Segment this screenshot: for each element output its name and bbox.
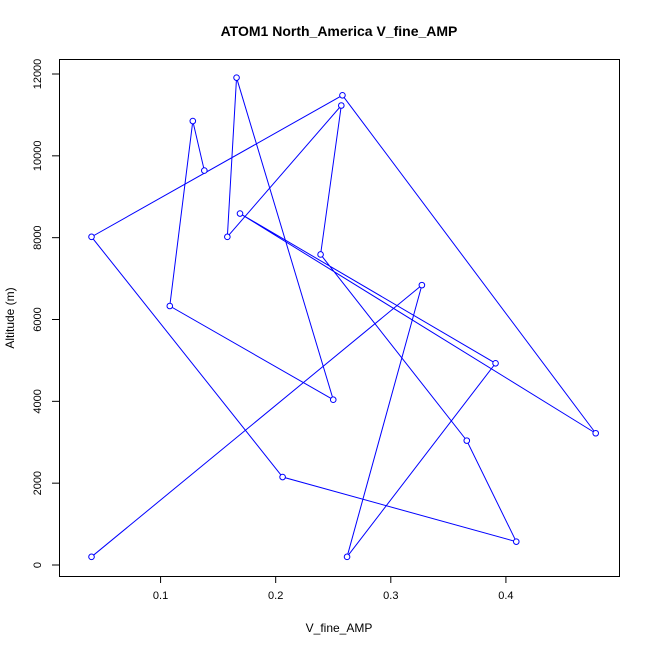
y-tick-label: 8000: [32, 225, 44, 249]
y-tick-label: 0: [32, 562, 44, 568]
data-point: [418, 281, 426, 289]
y-tick-label: 2000: [32, 471, 44, 495]
data-point: [339, 91, 346, 99]
y-tick-label: 6000: [32, 307, 44, 331]
x-tick-label: 0.3: [383, 590, 398, 602]
data-point: [592, 429, 599, 437]
data-point: [233, 74, 240, 81]
data-point: [201, 167, 208, 174]
data-point: [88, 233, 95, 241]
data-point: [166, 302, 174, 310]
data-point: [317, 251, 324, 258]
y-tick-label: 12000: [32, 59, 44, 90]
x-axis: 0.1 0.2 0.3 0.4: [153, 576, 514, 602]
data-point: [343, 553, 351, 561]
data-point: [492, 359, 499, 367]
data-point: [512, 538, 520, 545]
data-point: [189, 117, 197, 125]
data-point: [338, 102, 345, 109]
data-point: [224, 233, 231, 241]
series-layer: [88, 74, 599, 561]
x-tick-label: 0.1: [153, 590, 168, 602]
data-point: [88, 553, 95, 561]
plot-frame: [59, 59, 620, 577]
data-point: [463, 437, 471, 444]
x-tick-label: 0.2: [268, 590, 283, 602]
data-point: [236, 210, 244, 217]
y-axis-label: Altitude (m): [3, 287, 17, 348]
y-tick-label: 10000: [32, 141, 44, 172]
data-point: [279, 473, 286, 481]
y-axis: 0 2000 4000 6000 8000 10000 12000: [32, 59, 59, 568]
data-point: [329, 396, 337, 403]
y-tick-label: 4000: [32, 389, 44, 413]
x-axis-label: V_fine_AMP: [306, 621, 373, 635]
chart-title: ATOM1 North_America V_fine_AMP: [221, 23, 458, 39]
x-tick-label: 0.4: [498, 590, 513, 602]
